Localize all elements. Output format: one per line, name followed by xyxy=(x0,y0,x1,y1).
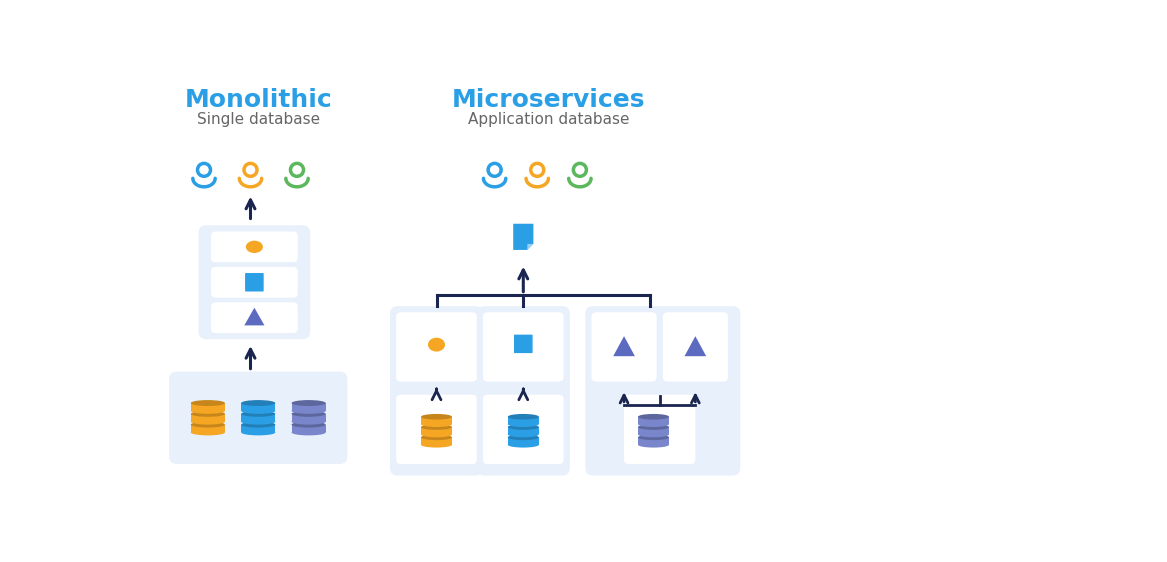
Polygon shape xyxy=(421,417,452,424)
Text: Application database: Application database xyxy=(468,112,630,128)
Text: Monolithic: Monolithic xyxy=(184,88,333,112)
FancyBboxPatch shape xyxy=(390,306,483,475)
Polygon shape xyxy=(527,244,533,250)
FancyBboxPatch shape xyxy=(663,312,728,382)
Polygon shape xyxy=(292,425,326,432)
Ellipse shape xyxy=(508,432,539,437)
Ellipse shape xyxy=(421,414,452,420)
Polygon shape xyxy=(613,336,635,356)
Ellipse shape xyxy=(292,419,326,425)
Ellipse shape xyxy=(292,411,326,417)
Ellipse shape xyxy=(421,432,452,437)
Ellipse shape xyxy=(508,414,539,420)
Ellipse shape xyxy=(421,442,452,447)
Polygon shape xyxy=(513,224,533,250)
Polygon shape xyxy=(191,414,225,422)
Ellipse shape xyxy=(191,422,225,428)
Ellipse shape xyxy=(242,419,275,425)
FancyBboxPatch shape xyxy=(483,312,564,382)
Ellipse shape xyxy=(242,408,275,414)
Text: Microservices: Microservices xyxy=(452,88,645,112)
Ellipse shape xyxy=(292,429,326,436)
Polygon shape xyxy=(242,425,275,432)
Polygon shape xyxy=(292,414,326,422)
Ellipse shape xyxy=(242,422,275,428)
Ellipse shape xyxy=(191,400,225,406)
Ellipse shape xyxy=(508,422,539,427)
FancyBboxPatch shape xyxy=(198,225,310,339)
Ellipse shape xyxy=(292,422,326,428)
Polygon shape xyxy=(638,437,669,445)
Ellipse shape xyxy=(508,424,539,430)
FancyBboxPatch shape xyxy=(211,267,298,298)
Polygon shape xyxy=(508,437,539,445)
Ellipse shape xyxy=(428,338,445,352)
FancyBboxPatch shape xyxy=(592,312,657,382)
Ellipse shape xyxy=(246,241,263,253)
Ellipse shape xyxy=(508,434,539,440)
FancyBboxPatch shape xyxy=(624,395,696,464)
Ellipse shape xyxy=(638,422,669,427)
Ellipse shape xyxy=(638,442,669,447)
Polygon shape xyxy=(508,427,539,434)
Ellipse shape xyxy=(638,424,669,430)
Polygon shape xyxy=(242,403,275,411)
Ellipse shape xyxy=(191,408,225,414)
Ellipse shape xyxy=(508,442,539,447)
Ellipse shape xyxy=(638,434,669,440)
Polygon shape xyxy=(244,307,265,325)
Polygon shape xyxy=(292,403,326,411)
FancyBboxPatch shape xyxy=(477,306,569,475)
FancyBboxPatch shape xyxy=(169,371,348,464)
Polygon shape xyxy=(242,414,275,422)
Ellipse shape xyxy=(191,429,225,436)
Polygon shape xyxy=(685,336,706,356)
Ellipse shape xyxy=(191,411,225,417)
FancyBboxPatch shape xyxy=(211,232,298,262)
Polygon shape xyxy=(421,437,452,445)
Ellipse shape xyxy=(421,434,452,440)
Ellipse shape xyxy=(421,424,452,430)
Polygon shape xyxy=(421,427,452,434)
Ellipse shape xyxy=(638,432,669,437)
Polygon shape xyxy=(508,417,539,424)
Polygon shape xyxy=(638,427,669,434)
FancyBboxPatch shape xyxy=(483,395,564,464)
Polygon shape xyxy=(191,425,225,432)
Ellipse shape xyxy=(638,414,669,420)
Ellipse shape xyxy=(242,429,275,436)
FancyBboxPatch shape xyxy=(245,273,264,292)
Ellipse shape xyxy=(242,400,275,406)
Ellipse shape xyxy=(292,408,326,414)
Ellipse shape xyxy=(292,400,326,406)
FancyBboxPatch shape xyxy=(397,395,477,464)
FancyBboxPatch shape xyxy=(513,334,532,353)
FancyBboxPatch shape xyxy=(397,312,477,382)
Polygon shape xyxy=(191,403,225,411)
Ellipse shape xyxy=(191,419,225,425)
Ellipse shape xyxy=(242,411,275,417)
Text: Single database: Single database xyxy=(197,112,320,128)
FancyBboxPatch shape xyxy=(586,306,740,475)
Ellipse shape xyxy=(421,422,452,427)
Polygon shape xyxy=(638,417,669,424)
FancyBboxPatch shape xyxy=(211,302,298,333)
